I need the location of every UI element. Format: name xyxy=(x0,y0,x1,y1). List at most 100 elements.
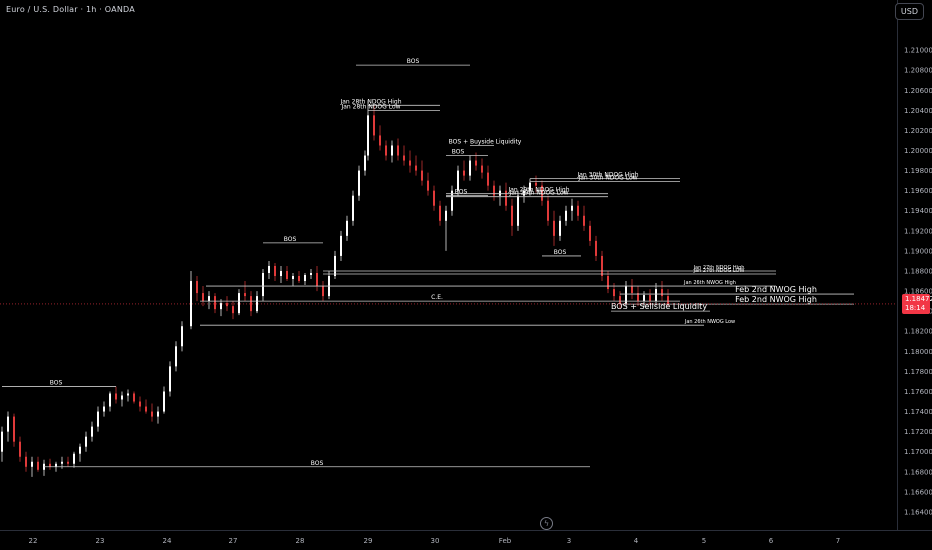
candle-body xyxy=(553,220,555,236)
current-price-label: 1.18472 xyxy=(905,294,932,303)
candle xyxy=(589,220,591,246)
candle-body xyxy=(367,115,369,156)
level-label: Jan 27th NDOG High xyxy=(693,265,745,271)
candle xyxy=(511,198,513,236)
candle-body xyxy=(115,393,117,400)
candle-body xyxy=(133,393,135,402)
candle-body xyxy=(37,461,39,470)
candle-body xyxy=(364,155,366,171)
level-label: Jan 26th NWOG High xyxy=(683,280,736,286)
candle-body xyxy=(202,293,204,302)
candle-body xyxy=(577,205,579,216)
candle xyxy=(625,281,627,307)
candle xyxy=(202,286,204,307)
candle xyxy=(79,443,81,462)
level-label: Jan 26th NWOG Low xyxy=(684,319,735,325)
candle-body xyxy=(91,426,93,437)
level-label: BOS xyxy=(284,236,297,243)
candle-body xyxy=(487,172,489,186)
candle-body xyxy=(274,265,276,277)
candle-body xyxy=(103,406,105,412)
time-tick-label: 29 xyxy=(364,537,373,545)
candle xyxy=(7,411,9,442)
candle xyxy=(457,165,459,196)
candle xyxy=(85,431,87,452)
candle xyxy=(163,386,165,414)
level-label: BOS xyxy=(311,460,324,467)
time-tick-label: 3 xyxy=(567,537,571,545)
candle-body xyxy=(97,411,99,427)
candle xyxy=(571,198,573,221)
level-label: C.E. xyxy=(431,294,443,301)
candle-body xyxy=(631,286,633,294)
candle-body xyxy=(85,436,87,447)
level-label: Feb 2nd NWOG High xyxy=(735,295,817,304)
level-label: BOS xyxy=(50,379,63,386)
candle-body xyxy=(571,205,573,211)
candle-body xyxy=(559,220,561,236)
candle-body xyxy=(298,276,300,282)
candle xyxy=(208,291,210,310)
candle xyxy=(157,406,159,424)
candle xyxy=(607,270,609,294)
time-tick-label: 6 xyxy=(769,537,774,545)
time-tick-label: 4 xyxy=(634,537,639,545)
candle-body xyxy=(262,272,264,297)
candle-body xyxy=(226,303,228,307)
candle xyxy=(133,391,135,404)
price-tick-label: 1.17200 xyxy=(904,428,932,436)
time-axis[interactable]: 22 23 24 27 28 29 30 Feb 3 4 5 6 7 xyxy=(29,537,841,545)
candle-body xyxy=(595,240,597,256)
candle-body xyxy=(190,281,192,327)
candle-body xyxy=(451,190,453,211)
candle-body xyxy=(523,190,525,196)
candle xyxy=(181,321,183,352)
time-tick-label: 7 xyxy=(836,537,840,545)
candle-body xyxy=(139,401,141,407)
candle xyxy=(358,165,360,201)
candle xyxy=(151,403,153,422)
candle-body xyxy=(661,289,663,297)
candle xyxy=(451,185,453,216)
candle xyxy=(397,138,399,161)
price-tick-label: 1.17800 xyxy=(904,368,932,376)
candle-body xyxy=(475,160,477,166)
tradingview-logo-icon[interactable]: ϟ xyxy=(540,517,553,530)
level-label: Jan 27th NDOG LOW xyxy=(693,268,745,274)
current-price-badge: 1.18472 18:14 xyxy=(902,293,932,314)
candle-body xyxy=(175,346,177,367)
time-tick-label: 27 xyxy=(229,537,238,545)
candle xyxy=(73,451,75,468)
price-tick-label: 1.20800 xyxy=(904,67,932,75)
candle-body xyxy=(607,276,609,290)
candle-body xyxy=(169,366,171,392)
candle-body xyxy=(403,155,405,161)
candle xyxy=(91,421,93,442)
candle-body xyxy=(55,463,57,467)
level-label: BOS xyxy=(452,149,465,156)
candle-body xyxy=(346,220,348,236)
candle xyxy=(37,456,39,472)
time-tick-label: 24 xyxy=(163,537,172,545)
candle-body xyxy=(49,463,51,467)
candle xyxy=(31,456,33,477)
candle-body xyxy=(25,456,27,467)
candle xyxy=(322,281,324,302)
candle-body xyxy=(463,170,465,176)
currency-button[interactable]: USD xyxy=(894,3,924,20)
candle-body xyxy=(238,293,240,314)
candle xyxy=(469,155,471,181)
candle-body xyxy=(511,205,513,226)
price-tick-label: 1.18200 xyxy=(904,328,932,336)
price-tick-label: 1.20600 xyxy=(904,87,932,95)
price-tick-label: 1.16800 xyxy=(904,468,932,476)
candles-layer xyxy=(1,100,669,477)
price-tick-label: 1.16400 xyxy=(904,508,932,516)
level-label: Jan 28th NDOG High xyxy=(339,98,401,105)
candle-body xyxy=(352,195,354,221)
price-tick-label: 1.19600 xyxy=(904,187,932,195)
candle-body xyxy=(541,185,543,201)
level-label: BOS xyxy=(455,189,468,196)
candle xyxy=(1,426,3,462)
